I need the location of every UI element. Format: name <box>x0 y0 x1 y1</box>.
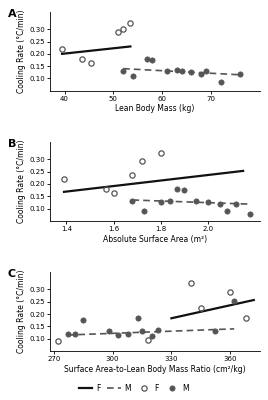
Text: B: B <box>8 139 16 149</box>
Legend: F, M, F, M: F, M, F, M <box>76 381 192 395</box>
Y-axis label: Cooling Rate (°C/min): Cooling Rate (°C/min) <box>17 270 27 353</box>
X-axis label: Absolute Surface Area (m²): Absolute Surface Area (m²) <box>103 234 207 244</box>
X-axis label: Surface Area-to-Lean Body Mass Ratio (cm²/kg): Surface Area-to-Lean Body Mass Ratio (cm… <box>64 365 245 374</box>
Text: A: A <box>8 9 17 19</box>
Y-axis label: Cooling Rate (°C/min): Cooling Rate (°C/min) <box>17 10 27 93</box>
X-axis label: Lean Body Mass (kg): Lean Body Mass (kg) <box>115 104 195 114</box>
Y-axis label: Cooling Rate (°C/min): Cooling Rate (°C/min) <box>17 140 27 223</box>
Text: C: C <box>8 269 16 279</box>
